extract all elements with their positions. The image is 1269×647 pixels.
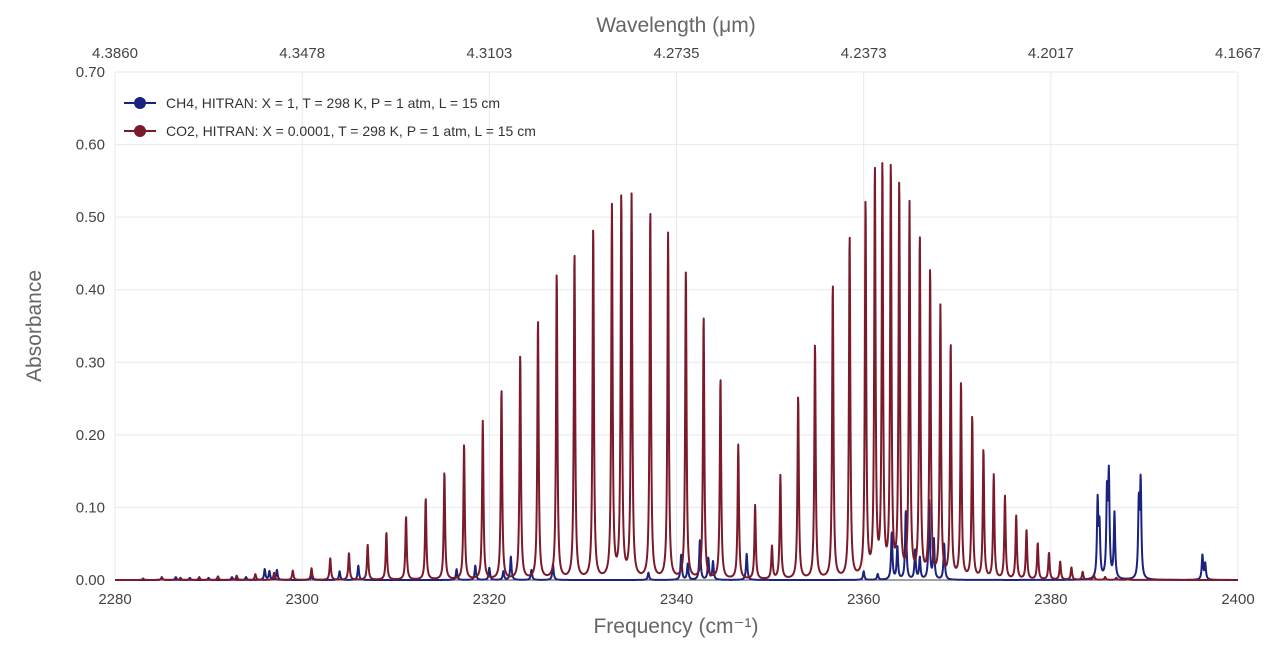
y-tick-label: 0.70 [76, 64, 105, 81]
legend[interactable]: CH4, HITRAN: X = 1, T = 298 K, P = 1 atm… [124, 95, 536, 139]
y-tick-label: 0.50 [76, 209, 105, 226]
x-tick-label: 2340 [660, 591, 693, 608]
legend-marker [134, 97, 146, 109]
legend-label: CH4, HITRAN: X = 1, T = 298 K, P = 1 atm… [166, 95, 500, 111]
legend-item-co2[interactable]: CO2, HITRAN: X = 0.0001, T = 298 K, P = … [124, 123, 536, 139]
y-axis-title: Absorbance [23, 270, 46, 382]
x-tick-label: 2300 [285, 591, 318, 608]
legend-marker [134, 125, 146, 137]
x-tick-label: 2320 [473, 591, 506, 608]
legend-item-ch4[interactable]: CH4, HITRAN: X = 1, T = 298 K, P = 1 atm… [124, 95, 500, 111]
x-tick-label: 2400 [1221, 591, 1254, 608]
x-tick-label: 2360 [847, 591, 880, 608]
x2-tick-label: 4.3103 [466, 45, 512, 62]
x2-tick-label: 4.1667 [1215, 45, 1261, 62]
series-group [114, 162, 1239, 581]
x2-tick-label: 4.3860 [92, 45, 138, 62]
y-tick-label: 0.20 [76, 427, 105, 444]
y-tick-label: 0.10 [76, 499, 105, 516]
x2-tick-label: 4.2373 [841, 45, 887, 62]
x2-tick-label: 4.2017 [1028, 45, 1074, 62]
legend-label: CO2, HITRAN: X = 0.0001, T = 298 K, P = … [166, 123, 536, 139]
series-line-co2 [114, 162, 1239, 581]
x2-tick-label: 4.2735 [654, 45, 700, 62]
y-tick-label: 0.40 [76, 282, 105, 299]
x-axis-title: Frequency (cm⁻¹) [593, 615, 758, 638]
y-tick-label: 0.30 [76, 354, 105, 371]
x-tick-label: 2380 [1034, 591, 1067, 608]
x2-axis-title: Wavelength (μm) [596, 14, 756, 37]
x-tick-label: 2280 [98, 591, 131, 608]
grid [114, 71, 1239, 581]
tick-labels: 0.00 0.10 0.20 0.30 0.40 0.50 0.60 0.70 2280 2300… [76, 45, 1261, 608]
y-tick-label: 0.60 [76, 137, 105, 154]
x2-tick-label: 4.3478 [279, 45, 325, 62]
y-tick-label: 0.00 [76, 572, 105, 589]
